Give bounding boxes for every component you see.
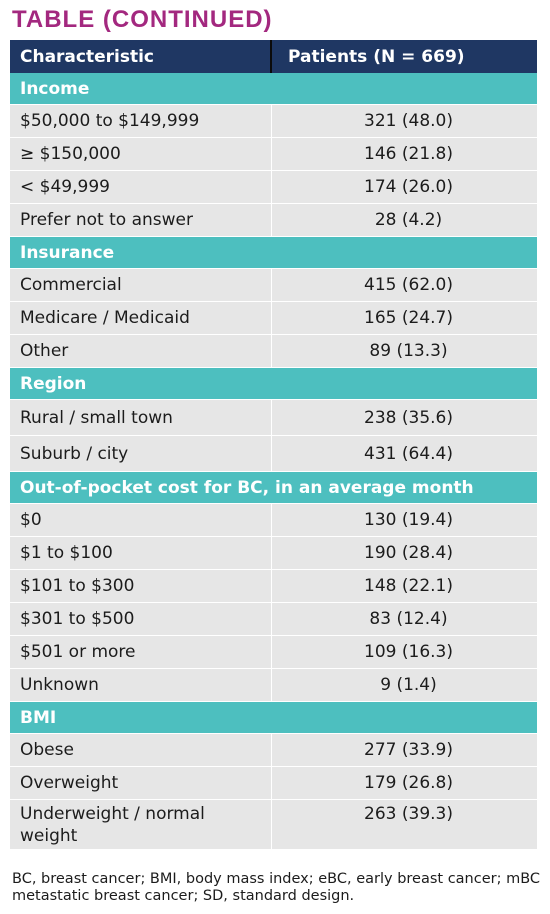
- row-label: $301 to $500: [10, 603, 272, 635]
- header-characteristic: Characteristic: [10, 40, 272, 73]
- table-row: $301 to $500 83 (12.4): [10, 603, 537, 636]
- data-table: Characteristic Patients (N = 669) Income…: [10, 40, 537, 850]
- table-row: $0 130 (19.4): [10, 504, 537, 537]
- table-row: < $49,999 174 (26.0): [10, 171, 537, 204]
- table-row: Underweight / normal weight 263 (39.3): [10, 800, 537, 850]
- table-row: Other 89 (13.3): [10, 335, 537, 368]
- table-row: $101 to $300 148 (22.1): [10, 570, 537, 603]
- table-body: Income $50,000 to $149,999 321 (48.0) ≥ $15…: [10, 73, 537, 850]
- table-row: Medicare / Medicaid 165 (24.7): [10, 302, 537, 335]
- row-label: Medicare / Medicaid: [10, 302, 272, 334]
- row-value: 89 (13.3): [369, 341, 448, 361]
- row-value: 415 (62.0): [364, 275, 453, 295]
- row-value: 431 (64.4): [364, 443, 453, 464]
- row-label: Overweight: [10, 767, 272, 799]
- table-header: Characteristic Patients (N = 669): [10, 40, 537, 73]
- row-value: 277 (33.9): [364, 740, 453, 760]
- table-title: TABLE (CONTINUED): [12, 6, 273, 33]
- table-row: Prefer not to answer 28 (4.2): [10, 204, 537, 237]
- table-row: Overweight 179 (26.8): [10, 767, 537, 800]
- row-value: 109 (16.3): [364, 642, 453, 662]
- row-label: $50,000 to $149,999: [10, 105, 272, 137]
- row-label: $101 to $300: [10, 570, 272, 602]
- row-label: Rural / small town: [10, 400, 272, 435]
- row-value: 165 (24.7): [364, 308, 453, 328]
- row-value: 238 (35.6): [364, 407, 453, 428]
- table-row: Commercial 415 (62.0): [10, 269, 537, 302]
- section-header: Out-of-pocket cost for BC, in an average…: [10, 472, 537, 504]
- table-row: Unknown 9 (1.4): [10, 669, 537, 702]
- row-label: Unknown: [10, 669, 272, 701]
- row-value: 321 (48.0): [364, 111, 453, 131]
- table-row: $50,000 to $149,999 321 (48.0): [10, 105, 537, 138]
- row-label: Underweight / normal weight: [10, 800, 272, 849]
- row-value: 130 (19.4): [364, 510, 453, 530]
- section-header: Region: [10, 368, 537, 400]
- row-value: 83 (12.4): [369, 609, 448, 629]
- row-label: Commercial: [10, 269, 272, 301]
- row-value: 146 (21.8): [364, 144, 453, 164]
- row-label: Obese: [10, 734, 272, 766]
- header-patients: Patients (N = 669): [288, 46, 465, 67]
- row-value: 28 (4.2): [374, 210, 443, 230]
- row-value: 9 (1.4): [380, 675, 437, 695]
- row-label: ≥ $150,000: [10, 138, 272, 170]
- section-header: Insurance: [10, 237, 537, 269]
- section-header: Income: [10, 73, 537, 105]
- table-row: Suburb / city 431 (64.4): [10, 436, 537, 472]
- row-label: Prefer not to answer: [10, 204, 272, 236]
- table-row: Obese 277 (33.9): [10, 734, 537, 767]
- row-value: 174 (26.0): [364, 177, 453, 197]
- row-label: $0: [10, 504, 272, 536]
- row-value: 148 (22.1): [364, 576, 453, 596]
- section-header: BMI: [10, 702, 537, 734]
- row-label: Other: [10, 335, 272, 367]
- row-label: < $49,999: [10, 171, 272, 203]
- table-row: $501 or more 109 (16.3): [10, 636, 537, 669]
- row-label: $501 or more: [10, 636, 272, 668]
- table-row: $1 to $100 190 (28.4): [10, 537, 537, 570]
- row-label: Suburb / city: [10, 436, 272, 471]
- row-value: 263 (39.3): [364, 804, 453, 824]
- table-row: ≥ $150,000 146 (21.8): [10, 138, 537, 171]
- table-row: Rural / small town 238 (35.6): [10, 400, 537, 436]
- row-value: 190 (28.4): [364, 543, 453, 563]
- row-value: 179 (26.8): [364, 773, 453, 793]
- footnote: BC, breast cancer; BMI, body mass index;…: [12, 871, 541, 904]
- row-label: $1 to $100: [10, 537, 272, 569]
